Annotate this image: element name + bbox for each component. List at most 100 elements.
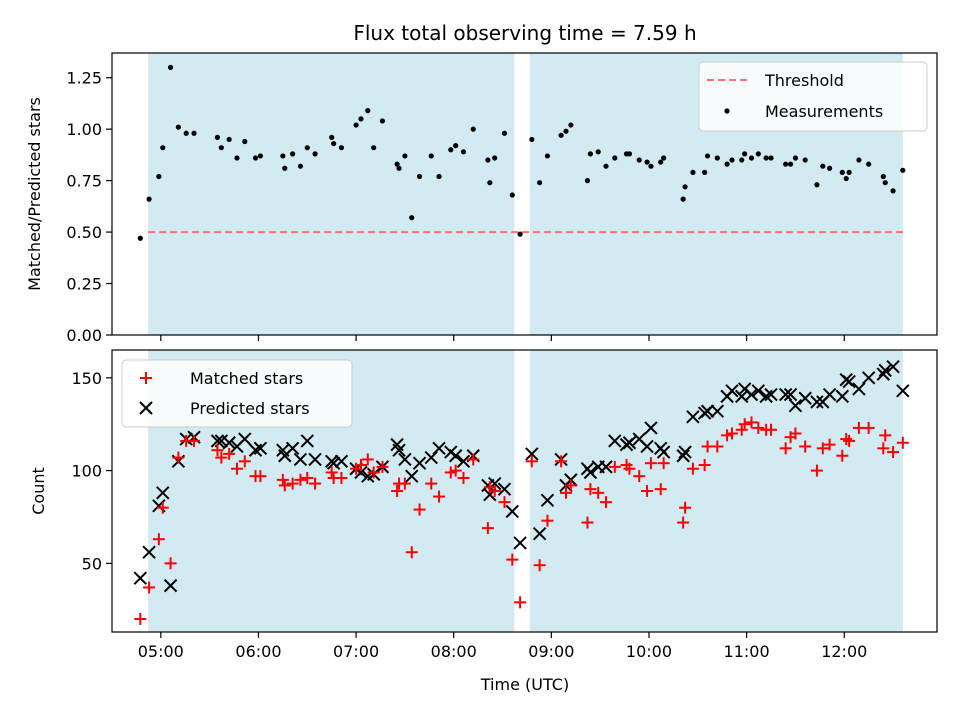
matched-point: [765, 423, 778, 436]
predicted-point: [525, 447, 539, 461]
measurement-point: [242, 138, 248, 145]
predicted-point: [392, 443, 406, 457]
predicted-point: [308, 452, 322, 467]
matched-point: [698, 459, 711, 472]
measurement-point: [820, 163, 826, 169]
matched-point: [367, 466, 380, 479]
measurement-point: [866, 161, 872, 167]
x-axis-label: Time (UTC): [480, 675, 569, 694]
matched-point: [376, 460, 389, 473]
count-x-axis-ticks: 05:00 06:00 07:00 08:00 09:00 10:00 11:00 12:00: [138, 632, 867, 661]
matched-point: [325, 466, 338, 479]
matched-point: [223, 447, 236, 460]
measurement-point: [280, 153, 286, 159]
ratio-legend-box: [698, 61, 928, 132]
measurement-point: [304, 145, 310, 151]
measurement-point: [282, 165, 288, 171]
matched-point: [152, 533, 165, 546]
predicted-point: [532, 526, 547, 541]
matched-stars-series: [134, 416, 909, 626]
matched-point: [564, 479, 577, 492]
measurement-point: [394, 161, 400, 167]
ratio-panel: Flux total observing time = 7.59 h 0.000…: [25, 21, 938, 345]
count-legend-box: [121, 359, 353, 428]
matched-point: [725, 427, 738, 440]
predicted-point: [210, 434, 225, 448]
measurement-point: [680, 196, 686, 202]
measurement-point: [234, 155, 240, 161]
measurement-point: [724, 161, 730, 167]
matched-point: [457, 472, 470, 485]
matched-point: [156, 501, 169, 514]
measurement-point: [584, 178, 591, 184]
x-tick-label: 11:00: [724, 642, 770, 661]
matched-point: [467, 453, 480, 466]
measurement-point: [658, 159, 664, 165]
measurement-point: [353, 122, 359, 128]
predicted-point: [788, 398, 803, 413]
predicted-point: [608, 434, 622, 448]
measurement-point: [537, 180, 543, 186]
measurement-point: [409, 215, 415, 221]
measurement-point: [856, 157, 862, 163]
matched-point: [498, 496, 511, 509]
measurement-point: [183, 130, 189, 136]
predicted-point: [405, 469, 419, 483]
y-tick-label: 0.75: [66, 172, 102, 191]
predicted-point: [886, 359, 900, 374]
count-y-axis-label: Count: [29, 467, 48, 515]
measurement-point: [517, 231, 523, 237]
measurement-point: [448, 147, 454, 153]
matched-point: [254, 470, 267, 483]
matched-point: [745, 416, 758, 429]
measurement-point: [846, 169, 852, 175]
predicted-point: [238, 432, 252, 446]
matched-point: [361, 453, 374, 466]
legend-matched-label: Matched stars: [190, 369, 303, 388]
x-tick-label: 10:00: [626, 642, 672, 661]
matched-point: [238, 455, 251, 468]
measurement-point: [742, 151, 748, 157]
matched-point: [789, 427, 802, 440]
matched-point: [276, 473, 289, 486]
predicted-point: [133, 571, 148, 585]
measurement-point: [453, 143, 459, 149]
matched-point: [164, 557, 177, 570]
count-panel-frame: [111, 349, 938, 633]
predicted-point: [878, 363, 892, 378]
measurement-point: [787, 161, 794, 167]
predicted-point: [725, 384, 739, 398]
measurement-point: [763, 155, 769, 161]
predicted-point: [540, 493, 555, 507]
matched-point: [581, 516, 594, 529]
predicted-point: [456, 454, 471, 469]
matched-point: [413, 503, 426, 516]
legend-threshold-label: Threshold: [764, 71, 844, 90]
matched-point: [230, 462, 243, 475]
observing-intervals-shading: [148, 53, 903, 335]
predicted-point: [300, 434, 314, 448]
measurement-point: [814, 182, 820, 188]
y-tick-label: 0.00: [66, 326, 102, 345]
measurement-point: [470, 126, 476, 132]
predicted-point: [253, 441, 268, 456]
predicted-point: [778, 387, 793, 402]
measurement-point: [843, 175, 849, 182]
y-tick-label: 150: [71, 369, 102, 388]
y-tick-label: 0.25: [66, 275, 102, 294]
matched-point: [215, 451, 228, 464]
matched-point: [799, 440, 812, 453]
matched-point: [134, 613, 147, 626]
measurement-point: [371, 145, 377, 151]
measurement-point: [137, 235, 143, 241]
predicted-point: [764, 387, 778, 402]
matched-point: [354, 459, 367, 472]
matched-point: [862, 421, 875, 434]
matched-point: [887, 446, 900, 459]
matched-point: [657, 457, 670, 470]
predicted-point: [334, 454, 349, 469]
measurement-point: [768, 155, 774, 161]
measurement-point: [729, 157, 735, 163]
measurement-point: [156, 173, 162, 180]
measurement-point: [487, 180, 493, 186]
